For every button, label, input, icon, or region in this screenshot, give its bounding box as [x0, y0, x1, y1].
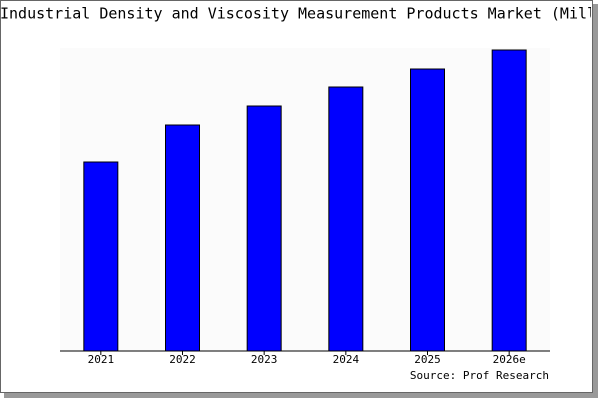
plot-area — [60, 48, 550, 351]
x-tick-label: 2025 — [414, 353, 441, 366]
bar — [165, 124, 200, 352]
bar — [328, 86, 364, 352]
x-tick-label: 2023 — [251, 353, 278, 366]
x-tick-label: 2026e — [493, 353, 526, 366]
title-group: Industrial Density and Viscosity Measure… — [0, 5, 600, 23]
x-tick-label: 2024 — [333, 353, 360, 366]
x-tick-label: 2022 — [169, 353, 196, 366]
bar — [491, 49, 527, 352]
source: Source: Prof Research — [410, 369, 549, 382]
bar — [83, 161, 119, 352]
bar — [246, 105, 282, 352]
x-tick-label: 2021 — [88, 353, 115, 366]
chart-title: Industrial Density and Viscosity Measure… — [0, 5, 600, 23]
bar — [410, 68, 445, 352]
